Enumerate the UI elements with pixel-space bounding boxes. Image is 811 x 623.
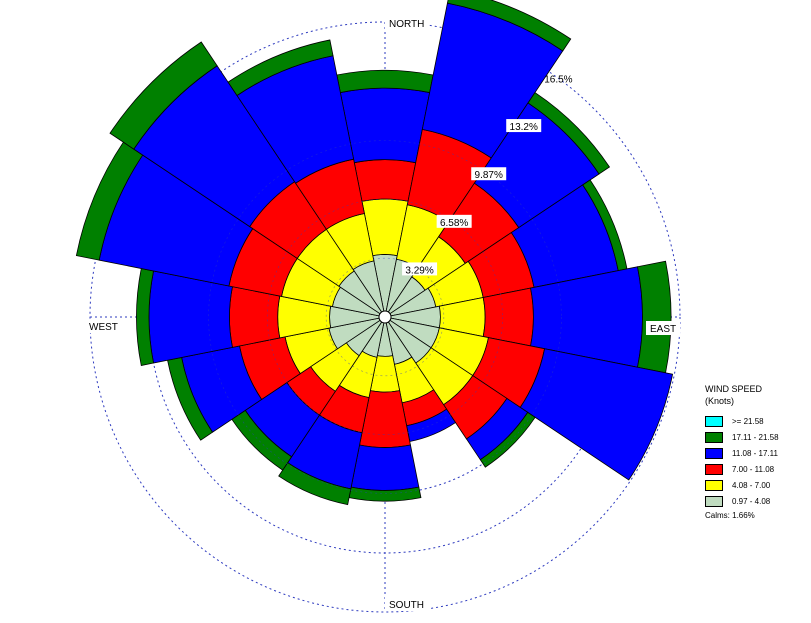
compass-north-label: NORTH bbox=[389, 19, 424, 30]
petal-ne-bin-5 bbox=[527, 91, 611, 175]
legend-label: 11.08 - 17.11 bbox=[732, 448, 778, 458]
legend-item-bin-5: 17.11 - 21.58 bbox=[705, 431, 809, 443]
ring-labels: 3.29% 6.58% 9.87% 13.2% 16.5% bbox=[402, 74, 573, 276]
legend-item-bin-4: 11.08 - 17.11 bbox=[705, 447, 809, 459]
legend-swatch bbox=[705, 463, 723, 475]
wind-petals bbox=[75, 0, 674, 506]
legend-label: 4.08 - 7.00 bbox=[732, 480, 771, 490]
inner-grid-ring-1 bbox=[325, 257, 445, 377]
legend-item-bin-3: 7.00 - 11.08 bbox=[705, 463, 809, 475]
legend-label: 7.00 - 11.08 bbox=[732, 464, 775, 474]
calms-label: Calms: 1.66% bbox=[705, 511, 755, 520]
petal-nnw-bin-5 bbox=[227, 39, 334, 97]
legend-label: 0.97 - 4.08 bbox=[732, 496, 771, 506]
ring-label-text: 9.87% bbox=[475, 170, 503, 181]
petal-e-bin-3 bbox=[482, 287, 534, 347]
wind-rose-chart: 3.29% 6.58% 9.87% 13.2% 16.5% NORTH EAST SOU… bbox=[75, 0, 681, 613]
inner-grid-ring-2 bbox=[267, 199, 503, 435]
legend-swatch bbox=[705, 415, 723, 427]
inner-grid-ring-3 bbox=[208, 140, 562, 494]
compass-south-label: SOUTH bbox=[389, 600, 424, 611]
petal-se-bin-5 bbox=[479, 411, 536, 468]
legend-label: 17.11 - 21.58 bbox=[732, 432, 779, 442]
compass-north: NORTH bbox=[385, 16, 429, 30]
petal-n-bin-4 bbox=[339, 87, 431, 164]
center-hub bbox=[378, 310, 392, 324]
petal-nne-bin-5 bbox=[446, 0, 572, 52]
ring-label-text: 13.2% bbox=[510, 122, 538, 133]
petal-w-bin-3 bbox=[229, 286, 281, 348]
petal-w-bin-4 bbox=[148, 270, 233, 364]
compass-west: WEST bbox=[85, 319, 123, 333]
ring-label-text: 3.29% bbox=[405, 265, 433, 276]
legend-item-bin-2: 4.08 - 7.00 bbox=[705, 479, 809, 491]
petal-e-bin-5 bbox=[637, 260, 672, 374]
compass-west-label: WEST bbox=[89, 322, 118, 333]
petal-nw-bin-5 bbox=[109, 41, 218, 150]
compass-labels: NORTH EAST SOUTH WEST bbox=[85, 16, 680, 611]
ring-label-1: 3.29% bbox=[402, 262, 438, 276]
legend-item-bin-1: 0.97 - 4.08 bbox=[705, 495, 809, 507]
ring-label-2: 6.58% bbox=[436, 214, 472, 229]
petal-ese-bin-4 bbox=[519, 348, 674, 481]
legend-item-bin-6: >= 21.58 bbox=[705, 415, 809, 427]
ring-label-5: 16.5% bbox=[544, 74, 572, 85]
petal-n-bin-3 bbox=[353, 159, 417, 202]
ring-label-text: 16.5% bbox=[544, 74, 572, 85]
ring-label-4: 13.2% bbox=[506, 119, 542, 133]
legend-title-line-2: (Knots) bbox=[705, 396, 735, 406]
petal-ssw-bin-5 bbox=[278, 462, 352, 506]
compass-east: EAST bbox=[646, 321, 680, 335]
compass-south: SOUTH bbox=[385, 597, 429, 611]
legend-swatch bbox=[705, 495, 723, 507]
legend-swatch bbox=[705, 479, 723, 491]
legend-title: WIND SPEED (Knots) bbox=[705, 383, 809, 407]
legend-swatch bbox=[705, 447, 723, 459]
ring-label-3: 9.87% bbox=[471, 167, 507, 181]
inner-grid-rings bbox=[208, 140, 562, 494]
ring-label-text: 6.58% bbox=[440, 218, 468, 229]
compass-east-label: EAST bbox=[650, 324, 676, 335]
legend: WIND SPEED (Knots) >= 21.58 17.11 - 21.5… bbox=[705, 383, 809, 520]
legend-label: >= 21.58 bbox=[732, 416, 764, 426]
legend-title-line-1: WIND SPEED bbox=[705, 384, 763, 394]
petal-s-bin-4 bbox=[350, 444, 420, 491]
legend-swatch bbox=[705, 431, 723, 443]
